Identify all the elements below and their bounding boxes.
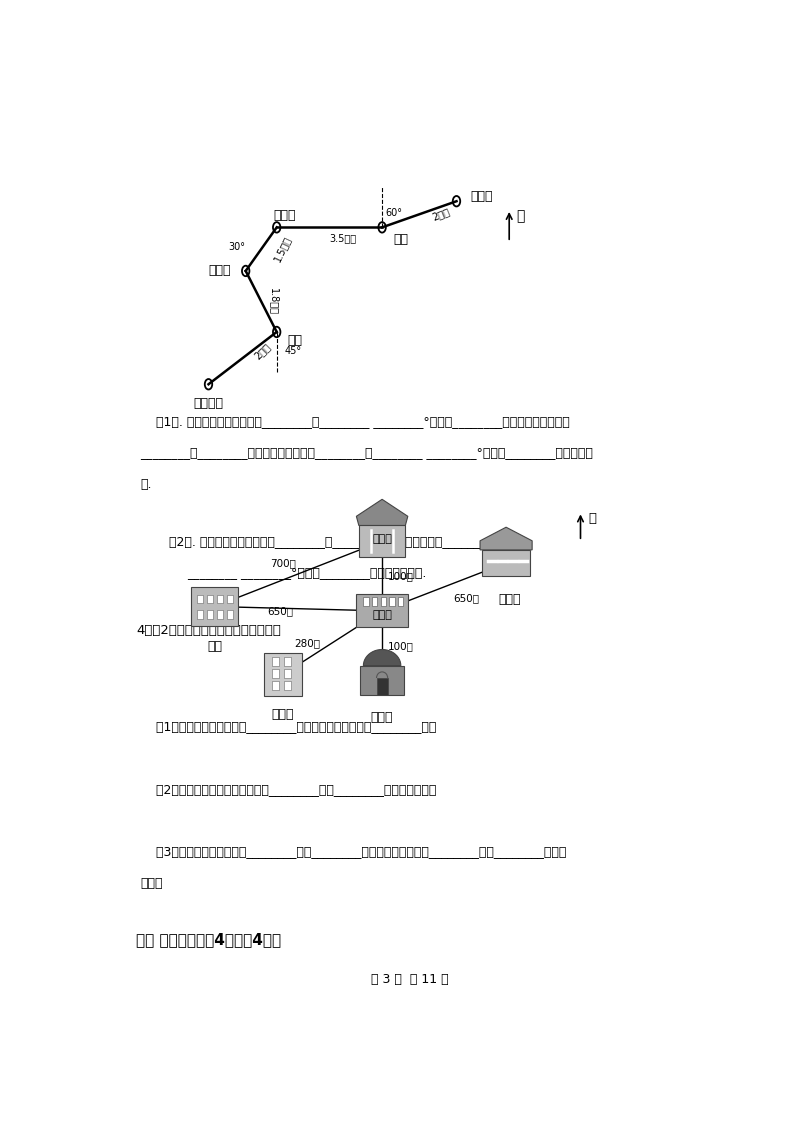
Text: 280米: 280米: [294, 638, 320, 649]
Text: 北: 北: [588, 512, 596, 525]
Text: （1）. 地铁从火车站出发，向________偏________ ________°方向行________千米到动物园，再向: （1）. 地铁从火车站出发，向________偏________ _______…: [140, 414, 570, 428]
Text: （2）. 地铁从火车站出发，向________行________千米到鼓楼，再向________偏: （2）. 地铁从火车站出发，向________行________千米到鼓楼，再向…: [153, 535, 499, 548]
Text: 4．（2分）根据下图完成后面的填空。: 4．（2分）根据下图完成后面的填空。: [136, 624, 281, 637]
Text: 45°: 45°: [284, 346, 302, 357]
Bar: [372, 597, 378, 606]
Polygon shape: [363, 650, 401, 666]
Text: 电影院: 电影院: [372, 610, 392, 620]
Text: 700米: 700米: [270, 558, 296, 568]
Text: 650米: 650米: [454, 593, 479, 603]
Text: 2千米: 2千米: [253, 341, 272, 361]
Bar: [381, 597, 386, 606]
Text: 山.: 山.: [140, 478, 152, 490]
Text: 30°: 30°: [228, 241, 246, 251]
Text: ________ ________°方向行________千米到体育中心.: ________ ________°方向行________千米到体育中心.: [187, 566, 426, 580]
Text: （2）李强从图书馆到电影院，向________方走________米到了电影院。: （2）李强从图书馆到电影院，向________方走________米到了电影院。: [140, 782, 437, 796]
Polygon shape: [356, 499, 408, 525]
Bar: [356, 594, 409, 627]
Text: 第 3 页  共 11 页: 第 3 页 共 11 页: [371, 972, 449, 986]
Text: ________行________千米到大桥，然后向________偏________ ________°方向行________千米到三元: ________行________千米到大桥，然后向________偏_____…: [140, 446, 593, 460]
Bar: [359, 525, 406, 557]
Bar: [264, 653, 302, 696]
Bar: [398, 597, 403, 606]
Bar: [482, 550, 530, 576]
Text: 图书馆: 图书馆: [372, 534, 392, 544]
Bar: [284, 681, 291, 691]
Text: 体育馆: 体育馆: [371, 711, 394, 724]
Text: 李强家: 李强家: [272, 708, 294, 721]
Text: 火车站: 火车站: [209, 265, 231, 277]
Text: 60°: 60°: [386, 208, 402, 218]
Bar: [284, 669, 291, 678]
Text: 学校: 学校: [207, 640, 222, 653]
Bar: [217, 594, 223, 603]
Bar: [217, 610, 223, 619]
Text: 100米: 100米: [388, 641, 414, 651]
Bar: [207, 594, 213, 603]
Text: （3）李强放学回家，先向________方走________米到了电影院，再向________方走________米就回: （3）李强放学回家，先向________方走________米到了电影院，再向_…: [140, 846, 566, 858]
Bar: [390, 597, 395, 606]
Text: 2千米: 2千米: [430, 206, 451, 222]
Text: 三元山: 三元山: [470, 190, 493, 204]
Text: 鼓楼: 鼓楼: [288, 334, 303, 348]
Bar: [207, 610, 213, 619]
Text: 动物园: 动物园: [274, 208, 296, 222]
Text: 二、 判断题。（共4题；共4分）: 二、 判断题。（共4题；共4分）: [136, 933, 281, 947]
Text: 体育中心: 体育中心: [194, 397, 223, 410]
Text: 到家。: 到家。: [140, 876, 163, 890]
Text: 650米: 650米: [266, 606, 293, 616]
Bar: [272, 657, 278, 666]
Bar: [363, 597, 369, 606]
Text: 3.5千米: 3.5千米: [330, 233, 357, 243]
Bar: [272, 681, 278, 691]
Bar: [377, 678, 388, 695]
Text: 大桥: 大桥: [394, 233, 408, 246]
Text: 1.8千米: 1.8千米: [269, 288, 278, 315]
Bar: [191, 586, 238, 626]
Text: 100米: 100米: [388, 571, 414, 581]
Bar: [197, 594, 203, 603]
Text: 少年宫: 少年宫: [498, 593, 521, 607]
Bar: [284, 657, 291, 666]
Text: 北: 北: [517, 209, 525, 223]
Bar: [360, 666, 405, 695]
Polygon shape: [480, 528, 532, 550]
Bar: [226, 594, 233, 603]
Bar: [197, 610, 203, 619]
Text: （1）电影院位于李强家的________面，体育馆在电影院的________面。: （1）电影院位于李强家的________面，体育馆在电影院的________面。: [140, 720, 437, 732]
Bar: [226, 610, 233, 619]
Bar: [272, 669, 278, 678]
Text: 1.5千米: 1.5千米: [272, 234, 293, 264]
